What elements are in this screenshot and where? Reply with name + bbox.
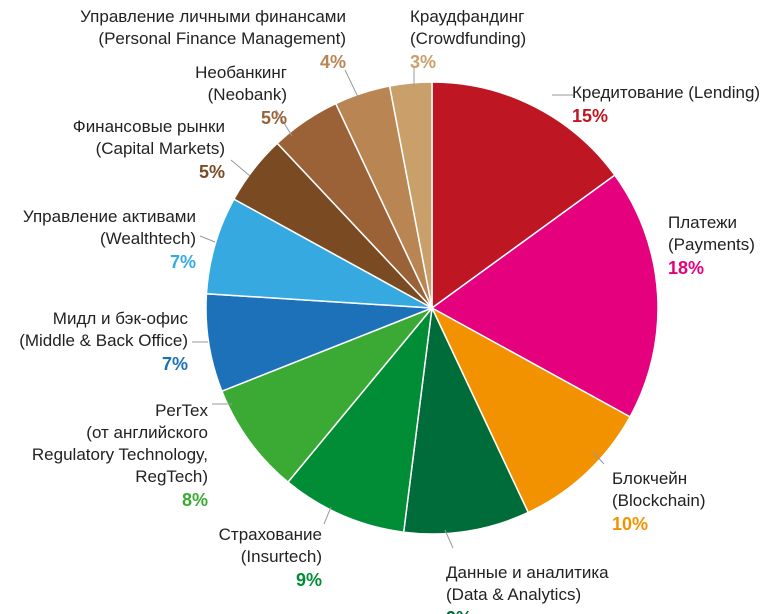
pie-slice-2: [430, 174, 659, 418]
slice-label-8: Управление активами (Wealthtech) 7%: [23, 207, 196, 272]
slice-name-line: (Middle & Back Office): [19, 331, 188, 350]
slice-name-line: (Wealthtech): [100, 229, 196, 248]
leader-lines: [192, 68, 605, 549]
slice-name-line: (Capital Markets): [96, 139, 225, 158]
slice-percent: 15%: [572, 106, 608, 126]
slice-percent: 18%: [668, 258, 704, 278]
slice-percent: 8%: [182, 490, 208, 510]
slice-name-line: (Crowdfunding): [410, 29, 526, 48]
leader-line-8: [199, 235, 216, 243]
slice-name-line: PerTex: [155, 401, 208, 420]
slice-name-line: Страхование: [219, 525, 322, 544]
slice-name-line: Управление личными финансами: [80, 7, 346, 26]
slice-percent: 9%: [296, 570, 322, 590]
slice-percent: 3%: [410, 52, 436, 72]
slice-name-line: (Insurtech): [241, 547, 322, 566]
slice-label-1: Кредитование (Lending) 15%: [572, 83, 760, 126]
slice-label-2: Платежи (Payments) 18%: [668, 213, 755, 278]
slice-name-line: Блокчейн: [612, 469, 687, 488]
slice-label-3: Блокчейн (Blockchain) 10%: [612, 469, 706, 534]
slice-percent: 5%: [261, 108, 287, 128]
slice-name-line: Краудфандинг: [410, 7, 524, 26]
slice-name-line: Мидл и бэк-офис: [53, 309, 189, 328]
leader-line-10: [275, 109, 293, 137]
slice-label-12: Краудфандинг (Crowdfunding) 3%: [410, 7, 526, 72]
slice-name-line: (Blockchain): [612, 491, 706, 510]
slice-label-9: Финансовые рынки (Capital Markets) 5%: [73, 117, 225, 182]
slice-label-11: Управление личными финансами (Personal Fi…: [80, 7, 346, 72]
slice-name-line: Необанкинг: [195, 63, 287, 82]
leader-line-11: [344, 69, 359, 98]
slice-label-4: Данные и аналитика (Data & Analytics) 9%: [446, 563, 609, 614]
slice-label-7: Мидл и бэк-офис (Middle & Back Office) 7%: [19, 309, 188, 374]
leader-line-9: [230, 159, 251, 177]
leader-line-4: [444, 529, 454, 549]
leader-line-5: [323, 506, 332, 525]
pie-slice-4: [402, 305, 530, 535]
pie-slice-5: [286, 305, 434, 534]
slice-label-10: Необанкинг (Neobank) 5%: [195, 63, 287, 128]
leader-line-3: [592, 451, 605, 465]
slice-percent: 5%: [199, 162, 225, 182]
slice-name-line: (Personal Finance Management): [98, 29, 346, 48]
slice-percent: 4%: [320, 52, 346, 72]
pie-slice-3: [430, 306, 632, 514]
slice-labels: Кредитование (Lending) 15% Платежи (Payment…: [19, 7, 760, 614]
slice-name-line: Кредитование (Lending): [572, 83, 760, 102]
slice-name-line: (Neobank): [208, 85, 287, 104]
slice-percent: 9%: [446, 608, 472, 614]
pie-slice-1: [431, 81, 616, 310]
pie-slice-6: [220, 307, 433, 484]
slice-label-5: Страхование (Insurtech) 9%: [219, 525, 322, 590]
slice-name-line: (Data & Analytics): [446, 585, 581, 604]
slice-percent: 7%: [170, 252, 196, 272]
slice-name-line: Платежи: [668, 213, 737, 232]
slice-name-line: (Payments): [668, 235, 755, 254]
slice-name-line: Regulatory Technology,: [32, 445, 208, 464]
slice-name-line: RegTech): [135, 467, 208, 486]
slice-name-line: (от английского: [86, 423, 208, 442]
slice-name-line: Управление активами: [23, 207, 196, 226]
pie-slice-12: [388, 81, 433, 309]
slice-percent: 7%: [162, 354, 188, 374]
slice-percent: 10%: [612, 514, 648, 534]
slice-name-line: Финансовые рынки: [73, 117, 225, 136]
slice-label-6: PerTex (от английского Regulatory Technolo…: [32, 401, 209, 510]
pie-slices: [205, 81, 659, 535]
slice-name-line: Данные и аналитика: [446, 563, 609, 582]
